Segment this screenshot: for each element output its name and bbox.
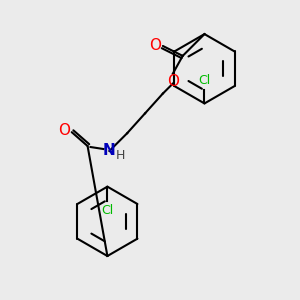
Text: N: N <box>103 143 116 158</box>
Text: O: O <box>149 38 161 53</box>
Text: O: O <box>167 74 179 89</box>
Text: H: H <box>116 149 125 162</box>
Text: Cl: Cl <box>101 203 113 217</box>
Text: Cl: Cl <box>198 74 211 87</box>
Text: O: O <box>58 123 70 138</box>
